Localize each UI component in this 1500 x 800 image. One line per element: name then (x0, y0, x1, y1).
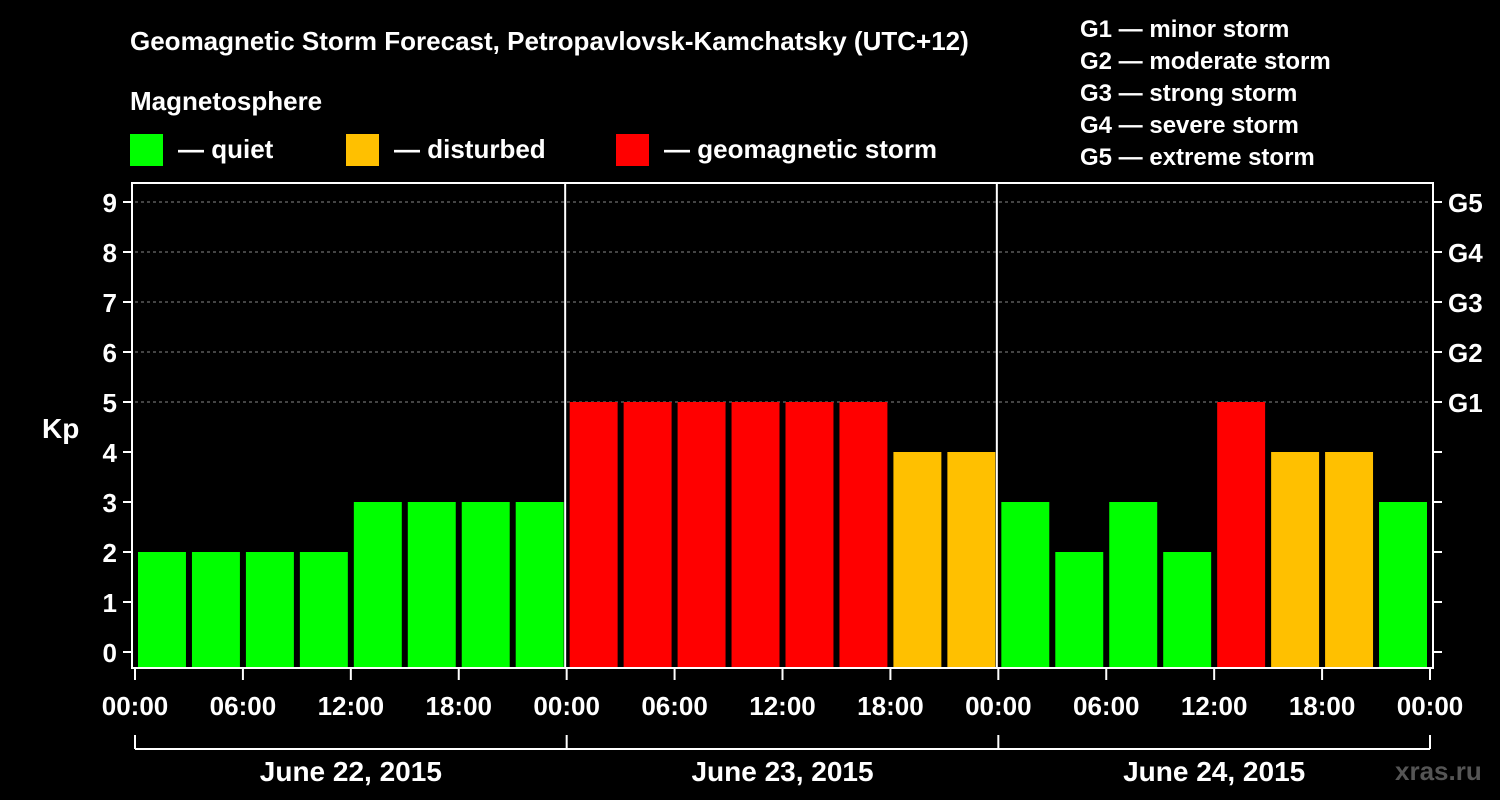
bar-22 (1325, 452, 1374, 668)
legend-label-disturbed: — disturbed (394, 134, 546, 164)
storm-level-g4: G4 — severe storm (1080, 112, 1299, 139)
storm-axis-label-g3: G3 (1448, 288, 1483, 318)
bar-4 (353, 502, 402, 668)
y-tick-label-3: 3 (103, 488, 117, 518)
storm-level-g3: G3 — strong storm (1080, 80, 1297, 107)
legend-title: Magnetosphere (130, 86, 322, 116)
bar-2 (245, 552, 294, 668)
x-tick-label-10: 12:00 (1181, 691, 1248, 721)
plot-area: 0 1 2 3 4 5 6 7 8 9 G1 G2 G3 G4 G5 00:00 06:00 12:00 18:00… (102, 182, 1483, 787)
x-tick-label-7: 18:00 (857, 691, 924, 721)
bar-7 (515, 502, 564, 668)
bar-0 (138, 552, 186, 668)
bar-11 (731, 402, 780, 668)
x-tick-label-2: 12:00 (318, 691, 385, 721)
bar-21 (1271, 452, 1320, 668)
bar-5 (407, 502, 456, 668)
x-tick-label-8: 00:00 (965, 691, 1032, 721)
bar-6 (461, 502, 510, 668)
legend-label-storm: — geomagnetic storm (664, 134, 937, 164)
legend-label-quiet: — quiet (178, 134, 274, 164)
x-tick-label-3: 18:00 (426, 691, 493, 721)
legend-swatch-disturbed (346, 134, 379, 166)
storm-axis-label-g1: G1 (1448, 388, 1483, 418)
day-label-1: June 23, 2015 (691, 756, 873, 787)
bar-10 (677, 402, 726, 668)
x-tick-label-12: 00:00 (1397, 691, 1464, 721)
legend-swatch-storm (616, 134, 649, 166)
watermark: xras.ru (1395, 756, 1482, 786)
bar-13 (839, 402, 888, 668)
bar-19 (1163, 552, 1212, 668)
bar-12 (785, 402, 834, 668)
storm-level-g1: G1 — minor storm (1080, 16, 1289, 43)
bar-15 (947, 452, 996, 668)
x-tick-label-11: 18:00 (1289, 691, 1356, 721)
bar-8 (569, 402, 618, 668)
storm-level-g2: G2 — moderate storm (1080, 48, 1331, 75)
y-tick-label-4: 4 (103, 438, 118, 468)
y-tick-label-1: 1 (103, 588, 117, 618)
day-label-0: June 22, 2015 (260, 756, 442, 787)
y-tick-label-0: 0 (103, 638, 117, 668)
y-tick-label-8: 8 (103, 238, 117, 268)
y-axis-label: Kp (42, 413, 79, 444)
y-tick-label-5: 5 (103, 388, 117, 418)
bar-3 (299, 552, 348, 668)
storm-axis-label-g2: G2 (1448, 338, 1483, 368)
x-tick-label-1: 06:00 (210, 691, 277, 721)
legend-swatch-quiet (130, 134, 163, 166)
bar-9 (623, 402, 672, 668)
storm-axis-label-g5: G5 (1448, 188, 1483, 218)
bar-18 (1109, 502, 1158, 668)
storm-level-g5: G5 — extreme storm (1080, 144, 1315, 171)
bar-23 (1379, 502, 1427, 668)
bar-16 (1001, 502, 1050, 668)
y-tick-label-9: 9 (103, 188, 117, 218)
day-label-2: June 24, 2015 (1123, 756, 1305, 787)
y-tick-label-6: 6 (103, 338, 117, 368)
x-tick-label-0: 00:00 (102, 691, 169, 721)
bar-1 (191, 552, 240, 668)
bar-14 (893, 452, 942, 668)
storm-axis-label-g4: G4 (1448, 238, 1483, 268)
y-tick-label-2: 2 (103, 538, 117, 568)
bar-20 (1217, 402, 1266, 668)
bar-17 (1055, 552, 1104, 668)
x-tick-label-4: 00:00 (533, 691, 600, 721)
y-tick-label-7: 7 (103, 288, 117, 318)
chart-title: Geomagnetic Storm Forecast, Petropavlovs… (130, 26, 969, 56)
x-tick-label-6: 12:00 (749, 691, 816, 721)
x-tick-label-5: 06:00 (641, 691, 708, 721)
x-tick-label-9: 06:00 (1073, 691, 1140, 721)
